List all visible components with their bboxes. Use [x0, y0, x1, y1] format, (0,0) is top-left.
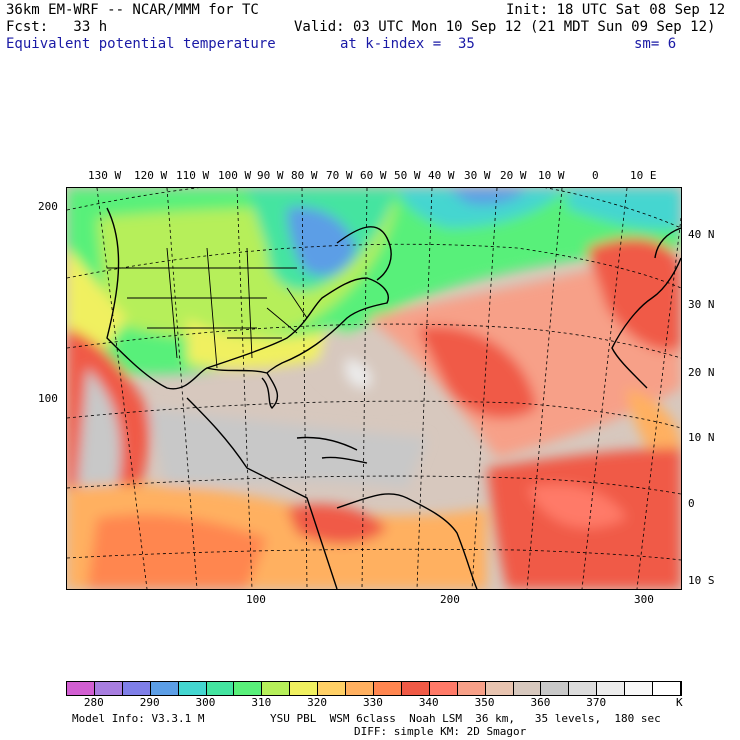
colorbar-cell: [374, 682, 402, 695]
colorbar-label: 370: [586, 696, 607, 709]
bottom-grid-tick: 300: [634, 593, 654, 606]
longitude-label: 120 W: [134, 169, 168, 182]
longitude-label: 90 W: [257, 169, 284, 182]
colorbar-cell: [597, 682, 626, 695]
colorbar-cell: [569, 682, 598, 695]
coastlines: [106, 207, 681, 589]
colorbar-cell: [625, 682, 654, 695]
colorbar-cell: [122, 682, 151, 695]
forecast-hour: Fcst: 33 h: [6, 19, 108, 35]
colorbar: [66, 681, 682, 696]
physics-info: YSU PBL WSM 6class Noah LSM 36 km, 35 le…: [270, 712, 661, 725]
theta-e-map: [67, 188, 681, 589]
longitude-label: 30 W: [464, 169, 491, 182]
colorbar-cell: [290, 682, 319, 695]
latitude-label: 0: [688, 497, 695, 510]
model-info: Model Info: V3.3.1 M: [72, 712, 205, 725]
graticule: [67, 188, 681, 589]
smoothing: sm= 6: [634, 36, 677, 52]
longitude-label: 110 W: [176, 169, 210, 182]
colorbar-label: 320: [307, 696, 328, 709]
colorbar-cell: [541, 682, 570, 695]
longitude-label: 130 W: [88, 169, 122, 182]
left-grid-tick: 200: [38, 200, 58, 213]
colorbar-cell: [234, 682, 263, 695]
colorbar-cell: [206, 682, 235, 695]
colorbar-unit: K: [676, 696, 683, 709]
colorbar-cell: [318, 682, 347, 695]
k-index: at k-index = 35: [340, 36, 475, 52]
colorbar-cell: [429, 682, 458, 695]
init-time: Init: 18 UTC Sat 08 Sep 12: [506, 2, 726, 18]
latitude-label: 10 S: [688, 574, 715, 587]
colorbar-cell: [346, 682, 374, 695]
longitude-label: 70 W: [326, 169, 353, 182]
longitude-label: 80 W: [291, 169, 318, 182]
longitude-label: 100 W: [218, 169, 252, 182]
theta-e-field: [67, 188, 681, 589]
colorbar-cell: [94, 682, 123, 695]
colorbar-label: 280: [83, 696, 104, 709]
colorbar-label: 300: [195, 696, 216, 709]
colorbar-cell: [262, 682, 291, 695]
latitude-label: 40 N: [688, 228, 715, 241]
diffusion-info: DIFF: simple KM: 2D Smagor: [354, 725, 527, 738]
field-name: Equivalent potential temperature: [6, 36, 276, 52]
model-title: 36km EM-WRF -- NCAR/MMM for TC: [6, 2, 259, 18]
latitude-label: 10 N: [688, 431, 715, 444]
colorbar-cell: [67, 682, 95, 695]
colorbar-cell: [178, 682, 207, 695]
valid-time: Valid: 03 UTC Mon 10 Sep 12 (21 MDT Sun …: [294, 19, 716, 35]
colorbar-cell: [513, 682, 542, 695]
colorbar-label: 360: [530, 696, 551, 709]
colorbar-cell: [457, 682, 486, 695]
colorbar-cell: [401, 682, 430, 695]
colorbar-label: 350: [474, 696, 495, 709]
map-panel: [66, 187, 682, 590]
longitude-label: 10 W: [538, 169, 565, 182]
bottom-grid-tick: 200: [440, 593, 460, 606]
longitude-label: 0: [592, 169, 599, 182]
political-borders: [107, 247, 308, 369]
longitude-label: 10 E: [630, 169, 657, 182]
longitude-label: 20 W: [500, 169, 527, 182]
colorbar-label: 330: [363, 696, 383, 709]
latitude-label: 30 N: [688, 298, 715, 311]
colorbar-label: 290: [139, 696, 160, 709]
latitude-label: 20 N: [688, 366, 715, 379]
colorbar-label: 340: [418, 696, 439, 709]
bottom-grid-tick: 100: [246, 593, 266, 606]
longitude-label: 60 W: [360, 169, 387, 182]
longitude-label: 40 W: [428, 169, 455, 182]
colorbar-label: 310: [251, 696, 272, 709]
colorbar-cell: [150, 682, 179, 695]
longitude-label: 50 W: [394, 169, 421, 182]
colorbar-cell: [653, 682, 681, 695]
colorbar-cell: [485, 682, 514, 695]
left-grid-tick: 100: [38, 392, 58, 405]
